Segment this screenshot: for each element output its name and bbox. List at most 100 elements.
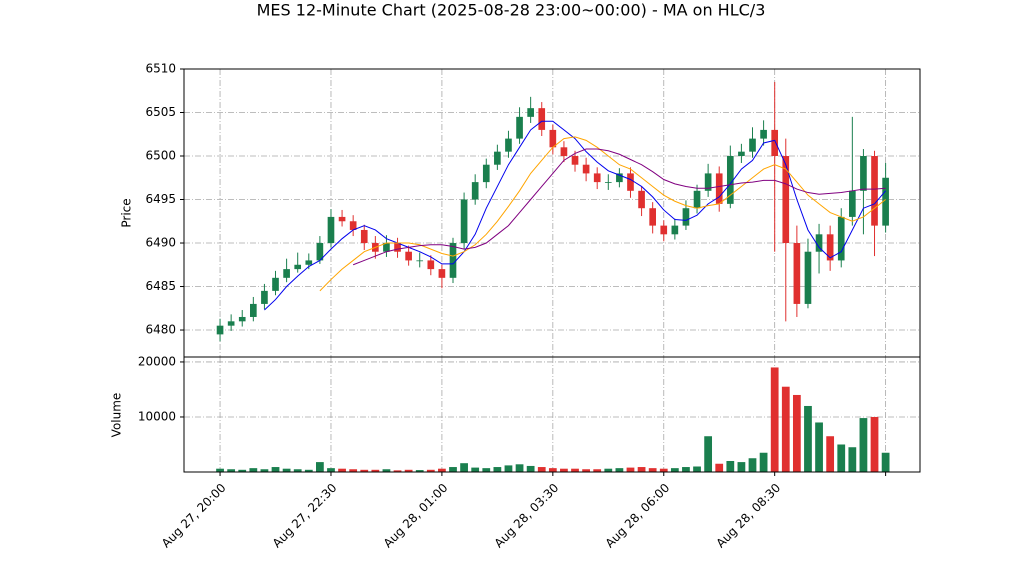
volume-bar [415,470,424,472]
y-tick-label: 6490 [145,236,176,250]
volume-bar [271,467,280,472]
y-tick-label: 10000 [138,409,176,423]
volume-bar [859,418,868,472]
candle-body [394,243,401,252]
candle-body [538,108,546,130]
volume-bar [881,452,890,472]
volume-bar [404,469,413,472]
candle-body [726,156,734,204]
candle-body [527,108,534,117]
candle-body [826,234,834,261]
volume-bar [504,465,513,472]
candle-body [849,190,856,217]
volume-bar [238,469,247,472]
volume-bar [682,467,690,472]
candle-body [516,116,523,139]
candle-body [593,173,601,183]
x-tick-label: Aug 28, 01:00 [381,481,451,551]
volume-bar [593,469,602,472]
volume-bar [526,465,535,472]
x-tick-label: Aug 27, 20:00 [159,481,229,551]
candle-body [582,164,590,174]
volume-bar [693,466,701,472]
candle-body [804,251,812,304]
volume-bar [537,467,546,472]
x-tick-label: Aug 27, 22:30 [270,481,340,551]
y-tick-label: 6505 [145,105,176,119]
ma-line [319,136,886,292]
candle-body [261,290,268,304]
candle-body [715,173,723,204]
candle-body [216,325,224,335]
volume-bar [826,436,835,472]
candle-body [571,156,579,165]
candle-body [793,243,801,304]
volume-bar [371,469,380,472]
volume-bar [515,464,524,472]
volume-bar [393,470,402,472]
volume-bar [382,469,391,472]
candle-body [316,243,324,261]
volume-bar [282,468,291,472]
candle-body [383,243,390,252]
volume-bar [704,436,713,472]
candle-body [704,173,712,191]
candle-body [671,225,679,235]
volume-bar [737,462,746,472]
y-tick-label: 6495 [145,192,176,206]
volume-axis-label: Volume [110,393,124,438]
volume-bar [493,467,502,472]
candle-body [837,216,845,261]
volume-bar [848,447,857,472]
volume-bar [837,444,846,472]
volume-bar [726,460,735,472]
candle-body [427,260,435,270]
volume-bar [548,468,557,472]
volume-bar [804,405,812,472]
volume-bar [304,469,313,472]
x-tick-label: Aug 28, 06:00 [603,481,673,551]
candle-body [471,182,479,200]
volume-bar [759,452,768,472]
candle-body [738,151,745,157]
volume-bar [626,467,635,472]
volume-panel-frame [183,356,921,473]
volume-bar [781,386,790,472]
candle-body [749,138,756,152]
volume-bar [482,468,491,472]
candle-body [494,151,501,165]
candle-body [349,221,357,230]
candle-body [682,208,690,226]
candle-body [460,199,468,244]
volume-bar [249,468,258,472]
ma-line [264,120,886,311]
candle-body [250,303,257,317]
volume-bar [670,468,679,472]
volume-bar [426,469,435,472]
volume-bar [260,469,269,472]
volume-bar [471,467,480,472]
y-axis-label: Price [120,198,134,227]
candle-body [882,177,889,226]
candle-body [771,129,779,157]
volume-bar [349,469,358,472]
y-tick-label: 6485 [145,279,176,293]
volume-bar [438,468,446,472]
volume-bar [582,469,590,472]
candle-body [238,316,246,322]
candle-body [294,264,302,270]
candle-body [693,190,701,209]
candle-body [272,277,279,291]
volume-bar [360,469,369,472]
volume-bar [571,468,579,472]
candle-body [616,173,623,183]
volume-bar [870,416,879,472]
candle-body [782,156,790,244]
candle-body [560,147,568,157]
ma-line [352,148,886,266]
candle-body [360,229,368,244]
candle-body [283,269,290,278]
volume-bar [327,468,335,472]
candle-body [416,260,424,262]
